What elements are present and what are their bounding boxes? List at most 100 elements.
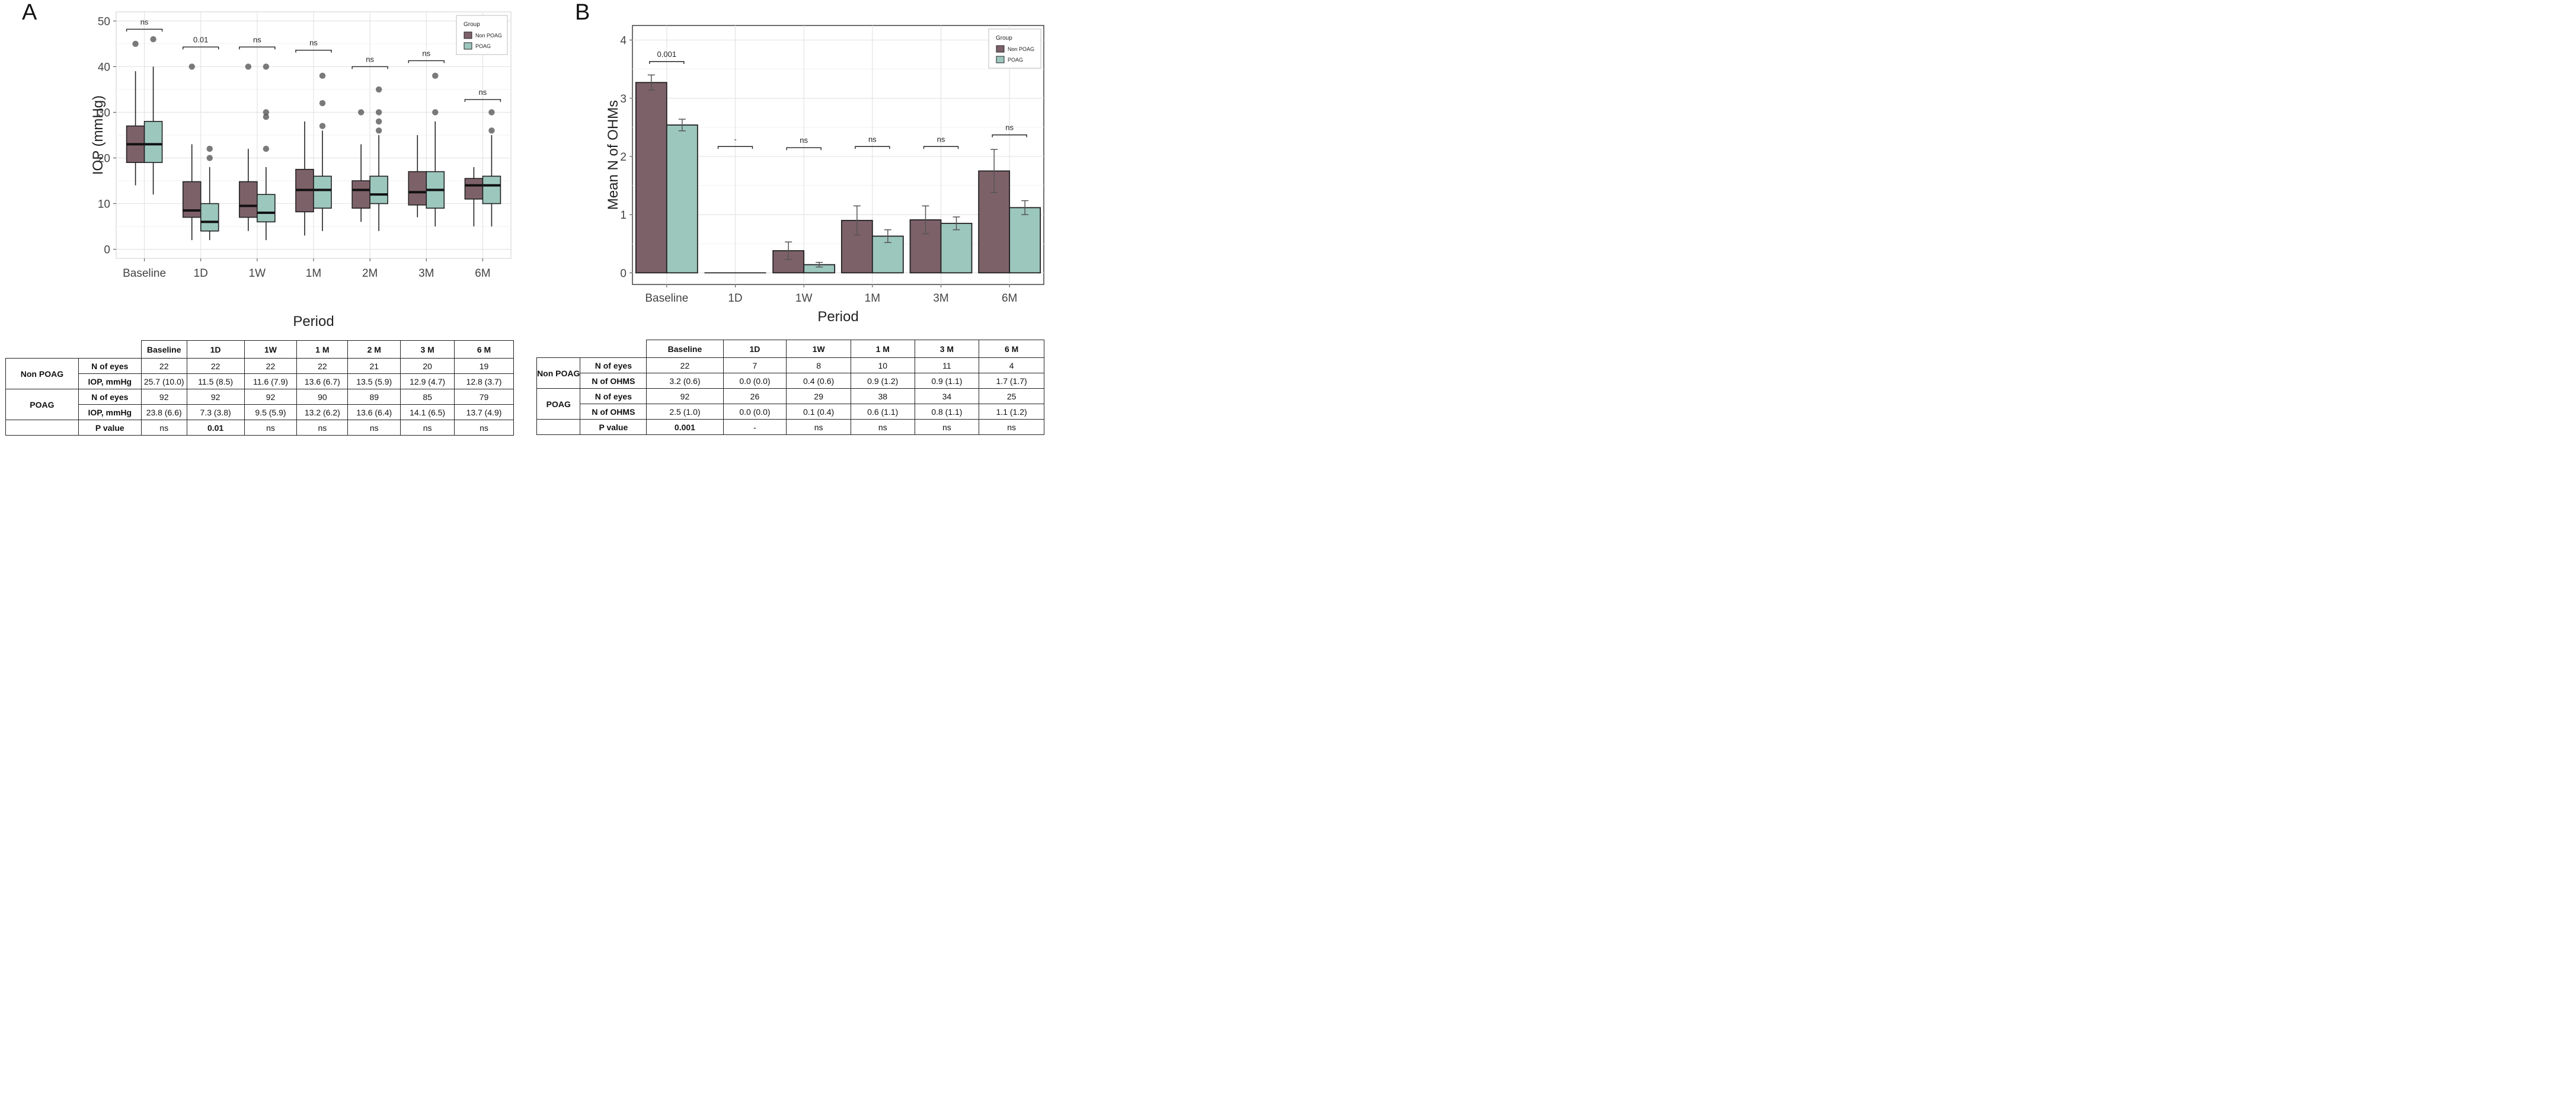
- significance-label: 0.01: [193, 35, 208, 44]
- table-a-header: 1D: [186, 340, 245, 359]
- table-b-cell: 0.1 (0.4): [786, 404, 851, 420]
- significance-label: ns: [366, 55, 374, 63]
- table-b-cell: 25: [979, 388, 1044, 404]
- x-tick-label: 3M: [933, 292, 948, 305]
- table-a-cell: 22: [186, 358, 245, 374]
- box: [464, 178, 484, 200]
- table-a-cell: 90: [296, 389, 349, 405]
- table-a-cell: 12.8 (3.7): [454, 373, 514, 389]
- significance-bracket: [464, 99, 501, 102]
- table-b-row-label: N of eyes: [580, 388, 647, 404]
- table-b-header: 6 M: [979, 340, 1044, 358]
- table-b-cell: 34: [914, 388, 980, 404]
- significance-bracket: [649, 61, 685, 64]
- y-tick-label: 30: [98, 107, 110, 119]
- outlier-point: [245, 63, 252, 70]
- bar: [635, 82, 667, 274]
- y-tick-label: 0: [104, 244, 110, 257]
- box: [200, 203, 219, 232]
- table-b-header: 3 M: [914, 340, 980, 358]
- legend-swatch: [996, 45, 1005, 53]
- table-b-pvalue: 0.001: [646, 419, 724, 435]
- table-b-cell: 3.2 (0.6): [646, 373, 724, 389]
- table-b-cell: 38: [850, 388, 915, 404]
- box: [313, 175, 332, 209]
- y-tick-label: 0: [620, 267, 627, 280]
- box: [143, 121, 163, 164]
- outlier-point: [263, 109, 270, 116]
- table-a-cell: 13.6 (6.4): [347, 404, 401, 420]
- table-b-cell: 7: [723, 357, 787, 373]
- table-a-pvalue: ns: [296, 420, 349, 436]
- table-a-cell: 13.6 (6.7): [296, 373, 349, 389]
- significance-label: ns: [937, 135, 945, 143]
- table-b-cell: 22: [646, 357, 724, 373]
- significance-label: ns: [479, 88, 487, 97]
- outlier-point: [319, 72, 326, 79]
- table-b-cell: 0.9 (1.2): [850, 373, 915, 389]
- significance-bracket: [183, 46, 219, 50]
- table-a-header: Baseline: [140, 340, 187, 359]
- table-b-cell: 1.7 (1.7): [979, 373, 1044, 389]
- outlier-point: [263, 145, 270, 152]
- table-a-cell: 23.8 (6.6): [140, 404, 187, 420]
- outlier-point: [375, 127, 382, 134]
- table-b-cell: 0.8 (1.1): [914, 404, 980, 420]
- table-a-row-label: IOP, mmHg: [78, 404, 142, 420]
- table-a-cell: 25.7 (10.0): [140, 373, 187, 389]
- y-tick-label: 3: [620, 93, 627, 105]
- x-axis-title: Period: [293, 314, 334, 330]
- outlier-point: [150, 36, 156, 43]
- significance-bracket: [786, 147, 822, 151]
- table-a-header: 6 M: [454, 340, 514, 359]
- box: [257, 194, 276, 223]
- significance-bracket: [717, 146, 753, 149]
- table-a-cell: 89: [347, 389, 401, 405]
- y-tick-label: 20: [98, 153, 110, 165]
- legend-title: Group: [996, 35, 1012, 41]
- table-a-header: 1W: [244, 340, 298, 359]
- table-b-pvalue-label: P value: [580, 419, 647, 435]
- legend-swatch: [464, 31, 472, 39]
- table-a-cell: 92: [140, 389, 187, 405]
- x-tick-label: 1W: [249, 267, 266, 280]
- x-tick-label: 6M: [1002, 292, 1017, 305]
- table-b-cell: 29: [786, 388, 851, 404]
- table-a-pvalue: ns: [454, 420, 514, 436]
- significance-bracket: [351, 66, 388, 69]
- table-a-cell: 13.7 (4.9): [454, 404, 514, 420]
- outlier-point: [375, 109, 382, 116]
- significance-label: ns: [422, 49, 430, 57]
- table-b-pvalue: ns: [786, 419, 851, 435]
- table-a-cell: 20: [400, 358, 455, 374]
- outlier-point: [263, 63, 270, 70]
- x-tick-label: 2M: [362, 267, 378, 280]
- table-b-group-label: Non POAG: [536, 357, 581, 389]
- significance-label: ns: [800, 136, 808, 145]
- table-b-header: 1D: [723, 340, 787, 358]
- table-b-cell: 0.0 (0.0): [723, 373, 787, 389]
- bar: [666, 124, 698, 274]
- table-a-header: 2 M: [347, 340, 401, 359]
- legend-label: Non POAG: [1008, 46, 1034, 52]
- x-tick-label: 1D: [728, 292, 742, 305]
- table-b-cell: 1.1 (1.2): [979, 404, 1044, 420]
- table-a-cell: 12.9 (4.7): [400, 373, 455, 389]
- legend-label: POAG: [475, 43, 491, 49]
- outlier-point: [432, 109, 439, 116]
- chart-b-ohms-barplot: 0 1 2 3 4 Baseline 1D 1W 1M 3M 6M 0.001 - ns ns ns ns Per…: [605, 25, 1044, 325]
- table-b-ohms: Baseline 1D 1W 1 M 3 M 6 M Non POAG N of…: [536, 340, 1044, 435]
- table-a-cell: 19: [454, 358, 514, 374]
- table-a-iop: Baseline 1D 1W 1 M 2 M 3 M 6 M Non POAG …: [5, 340, 514, 436]
- table-b-pvalue: ns: [979, 419, 1044, 435]
- table-a-pvalue-label: P value: [78, 420, 142, 436]
- table-b-header: 1W: [786, 340, 851, 358]
- table-a-pvalue: ns: [347, 420, 401, 436]
- table-a-group-label: Non POAG: [5, 358, 79, 389]
- table-b-cell: 4: [979, 357, 1044, 373]
- table-a-cell: 22: [296, 358, 349, 374]
- table-b-row-label: N of OHMS: [580, 404, 647, 420]
- table-a-row-label: N of eyes: [78, 389, 142, 405]
- y-tick-label: 2: [620, 151, 627, 164]
- y-tick-label: 4: [620, 35, 627, 47]
